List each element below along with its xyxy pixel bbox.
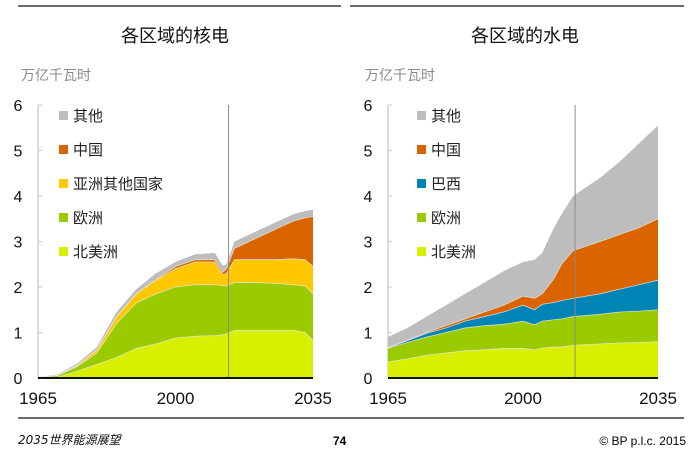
- bottom-rule: [18, 417, 684, 419]
- legend-swatch-icon: [417, 246, 426, 256]
- nuclear-area-2: [38, 258, 313, 378]
- legend-label: 中国: [431, 140, 462, 159]
- nuclear-legend-item: 北美洲: [59, 234, 163, 268]
- nuclear-y-tick-label: 1: [14, 326, 23, 343]
- hydro-area-1: [388, 309, 658, 363]
- nuclear-y-tick-label: 3: [14, 235, 23, 252]
- nuclear-y-tick-label: 2: [14, 280, 23, 297]
- hydro-x-tick-label: 2035: [639, 389, 677, 408]
- legend-label: 中国: [73, 140, 104, 159]
- hydro-chart-title: 各区域的水电: [471, 26, 579, 47]
- nuclear-y-tick-label: 6: [14, 98, 23, 115]
- hydro-y-tick-label: 0: [364, 371, 373, 388]
- nuclear-legend-item: 欧洲: [59, 200, 163, 234]
- nuclear-area-0: [38, 330, 313, 378]
- legend-swatch-icon: [59, 178, 68, 188]
- hydro-band-edge: [387, 341, 659, 363]
- legend-label: 欧洲: [431, 208, 462, 227]
- hydro-legend-item: 中国: [417, 132, 476, 166]
- nuclear-legend-item: 中国: [59, 132, 163, 166]
- hydro-y-tick-label: 4: [364, 189, 373, 206]
- hydro-x-tick-label: 1965: [369, 389, 407, 408]
- legend-label: 亚洲其他国家: [73, 174, 164, 193]
- nuclear-x-tick-label: 1965: [19, 389, 57, 408]
- hydro-band-edge: [387, 218, 659, 348]
- top-rule: [18, 5, 341, 7]
- legend-swatch-icon: [417, 178, 426, 188]
- legend-label: 巴西: [431, 174, 462, 193]
- hydro-legend-item: 其他: [417, 98, 476, 132]
- nuclear-chart: 0 1 2 3 4 5 6 1965 2000 2035: [14, 98, 332, 408]
- hydro-x-tick-label: 2000: [504, 389, 542, 408]
- hydro-y-tick-label: 2: [364, 280, 373, 297]
- nuclear-band-edge: [37, 216, 314, 378]
- nuclear-area-1: [38, 282, 313, 378]
- nuclear-band-edge: [37, 329, 314, 379]
- hydro-legend-item: 巴西: [417, 166, 476, 200]
- nuclear-legend-item: 其他: [59, 98, 163, 132]
- hydro-legend-item: 欧洲: [417, 200, 476, 234]
- hydro-area-2: [388, 280, 658, 349]
- nuclear-chart-title: 各区域的核电: [121, 26, 229, 47]
- nuclear-y-unit: 万亿千瓦时: [21, 68, 91, 84]
- hydro-area-3: [388, 218, 658, 348]
- copyright: © BP p.l.c. 2015: [599, 434, 686, 448]
- nuclear-area-3: [38, 216, 313, 378]
- nuclear-band-edge: [37, 282, 314, 378]
- hydro-y-unit: 万亿千瓦时: [365, 68, 435, 84]
- hydro-y-tick-label: 1: [364, 326, 373, 343]
- nuclear-x-tick-label: 2000: [157, 389, 195, 408]
- publication-title: 2035世界能源展望: [18, 433, 121, 447]
- page-number: 74: [333, 434, 347, 448]
- legend-label: 北美洲: [73, 242, 119, 261]
- legend-swatch-icon: [59, 110, 68, 120]
- hydro-y-tick-label: 3: [364, 235, 373, 252]
- hydro-area-4: [388, 125, 658, 348]
- legend-swatch-icon: [417, 110, 426, 120]
- nuclear-y-tick-label: 4: [14, 189, 23, 206]
- legend-label: 其他: [73, 106, 104, 125]
- legend-label: 欧洲: [73, 208, 104, 227]
- nuclear-x-tick-label: 2035: [294, 389, 332, 408]
- nuclear-legend: 其他中国亚洲其他国家 欧洲北美洲: [59, 98, 163, 268]
- hydro-legend: 其他中国巴西欧洲北美洲: [417, 98, 476, 268]
- top-rule-right: [350, 5, 684, 7]
- hydro-y-tick-label: 5: [364, 144, 373, 161]
- hydro-legend-item: 北美洲: [417, 234, 476, 268]
- legend-label: 北美洲: [431, 242, 477, 261]
- hydro-band-edge: [387, 279, 659, 349]
- nuclear-y-tick-label: 0: [14, 371, 23, 388]
- nuclear-legend-item: 亚洲其他国家: [59, 166, 163, 200]
- hydro-y-tick-label: 6: [364, 98, 373, 115]
- legend-swatch-icon: [59, 212, 68, 222]
- hydro-band-edge: [387, 309, 659, 349]
- legend-label: 其他: [431, 106, 462, 125]
- hydro-chart: 0 1 2 3 4 5 6 1965 2000 2035: [364, 98, 677, 408]
- hydro-area-0: [388, 341, 658, 378]
- legend-swatch-icon: [417, 212, 426, 222]
- legend-swatch-icon: [417, 144, 426, 154]
- nuclear-y-tick-label: 5: [14, 144, 23, 161]
- legend-swatch-icon: [59, 246, 68, 256]
- legend-swatch-icon: [59, 144, 68, 154]
